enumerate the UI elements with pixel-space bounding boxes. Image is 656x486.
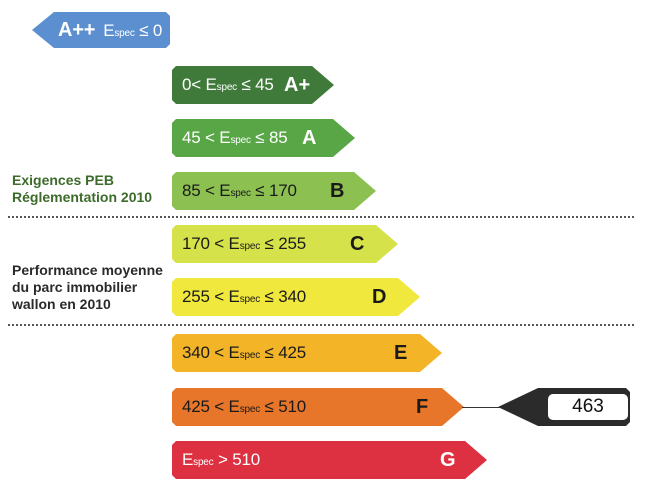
band-upper-bound-a2: ≤ 0 — [139, 21, 163, 40]
espec-subscript: spec — [230, 135, 251, 146]
espec-symbol: Espec — [103, 21, 135, 40]
band-range-a2: A++ Espec ≤ 0 — [58, 12, 162, 52]
band-upper-bound-f: ≤ 510 — [264, 397, 307, 416]
band-range-e: 340 < Espec ≤ 425 — [182, 334, 306, 375]
band-upper-bound-a1: ≤ 45 — [241, 75, 274, 94]
espec-main: E — [228, 287, 240, 306]
espec-main: E — [182, 450, 194, 469]
divider-top — [8, 216, 634, 218]
band-arrow-f — [172, 388, 464, 426]
band-b: 85 < Espec ≤ 170 B — [172, 172, 376, 210]
band-g: Espec > 510 G — [172, 441, 487, 479]
band-lower-bound-a1: 0< — [182, 75, 201, 94]
espec-symbol: Espec — [205, 75, 238, 94]
espec-subscript: spec — [239, 241, 261, 252]
espec-main: E — [219, 181, 231, 200]
band-e: 340 < Espec ≤ 425 E — [172, 334, 442, 372]
band-f: 425 < Espec ≤ 510 F — [172, 388, 464, 426]
band-arrow-a — [172, 119, 355, 157]
espec-main: E — [205, 75, 217, 94]
band-upper-bound-e: ≤ 425 — [264, 343, 307, 362]
divider-bottom — [8, 324, 634, 326]
espec-main: E — [103, 21, 115, 40]
band-upper-bound-a: ≤ 85 — [255, 128, 288, 147]
band-a: 45 < Espec ≤ 85 A — [172, 119, 355, 157]
espec-subscript: spec — [230, 188, 251, 199]
band-grade-d: D — [372, 286, 387, 308]
band-range-f: 425 < Espec ≤ 510 — [182, 388, 306, 429]
band-grade-c: C — [350, 233, 365, 255]
average-label-line-2: du parc immobilier — [12, 279, 138, 295]
band-arrow-e — [172, 334, 442, 372]
band-lower-bound-c: 170 < — [182, 234, 225, 253]
espec-subscript: spec — [193, 457, 214, 468]
band-range-g: Espec > 510 — [182, 441, 260, 482]
average-label-line-1: Performance moyenne — [12, 262, 163, 278]
band-arrow-d — [172, 278, 420, 316]
band-upper-bound-b: ≤ 170 — [255, 181, 297, 200]
espec-main: E — [228, 397, 240, 416]
band-grade-e: E — [394, 342, 408, 364]
band-grade-b: B — [330, 180, 345, 202]
band-c: 170 < Espec ≤ 255 C — [172, 225, 398, 263]
espec-subscript: spec — [239, 350, 261, 361]
band-range-a1: 0< Espec ≤ 45 — [182, 66, 274, 107]
band-arrow-a1 — [172, 66, 334, 104]
band-lower-bound-b: 85 < — [182, 181, 215, 200]
band-lower-bound-d: 255 < — [182, 287, 225, 306]
band-a1: 0< Espec ≤ 45 A+ — [172, 66, 334, 104]
band-arrow-c — [172, 225, 398, 263]
average-label-line-3: wallon en 2010 — [12, 296, 111, 312]
band-arrow-g — [172, 441, 487, 479]
peb-label-line-2: Réglementation 2010 — [12, 189, 153, 205]
espec-symbol: Espec — [228, 287, 261, 306]
band-range-b: 85 < Espec ≤ 170 — [182, 172, 297, 213]
band-grade-g: G — [440, 449, 456, 471]
espec-symbol: Espec — [219, 128, 251, 147]
band-lower-bound-a: 45 < — [182, 128, 215, 147]
band-upper-bound-d: ≤ 340 — [264, 287, 307, 306]
average-performance-label: Performance moyenne du parc immobilier w… — [12, 262, 163, 313]
band-arrow-a2 — [32, 12, 170, 48]
band-grade-a: A — [302, 127, 317, 149]
espec-subscript: spec — [239, 404, 261, 415]
espec-subscript: spec — [216, 82, 238, 93]
band-range-a: 45 < Espec ≤ 85 — [182, 119, 288, 160]
espec-symbol: Espec — [182, 450, 214, 469]
band-upper-bound-g: > 510 — [218, 450, 261, 469]
espec-symbol: Espec — [228, 397, 261, 416]
band-class-a2: A++ — [58, 19, 96, 41]
band-grade-f: F — [416, 396, 429, 418]
score-value: 463 — [548, 394, 628, 420]
espec-subscript: spec — [239, 294, 261, 305]
band-upper-bound-c: ≤ 255 — [264, 234, 307, 253]
espec-symbol: Espec — [228, 234, 261, 253]
peb-requirement-label: Exigences PEB Réglementation 2010 — [12, 172, 152, 206]
band-range-d: 255 < Espec ≤ 340 — [182, 278, 306, 319]
score-connector-line — [462, 407, 504, 408]
band-arrow-b — [172, 172, 376, 210]
espec-subscript: spec — [114, 28, 135, 39]
espec-main: E — [219, 128, 231, 147]
band-lower-bound-e: 340 < — [182, 343, 225, 362]
band-lower-bound-f: 425 < — [182, 397, 225, 416]
espec-main: E — [228, 343, 240, 362]
band-a2: A++ Espec ≤ 0 — [32, 12, 170, 48]
espec-main: E — [228, 234, 240, 253]
score-indicator: 463 — [498, 388, 632, 426]
band-d: 255 < Espec ≤ 340 D — [172, 278, 420, 316]
band-grade-a1: A+ — [284, 74, 311, 96]
espec-symbol: Espec — [219, 181, 251, 200]
band-range-c: 170 < Espec ≤ 255 — [182, 225, 306, 266]
peb-label-line-1: Exigences PEB — [12, 172, 114, 188]
espec-symbol: Espec — [228, 343, 261, 362]
